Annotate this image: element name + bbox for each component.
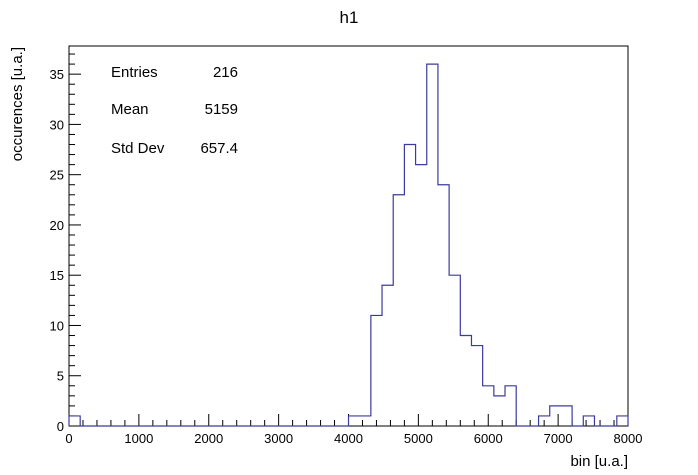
stats-label-std-dev: Std Dev [111, 140, 165, 157]
stats-label-entries: Entries [111, 64, 158, 81]
x-tick-label: 8000 [614, 431, 643, 446]
plot-frame [68, 45, 629, 427]
x-axis-label: bin [u.a.] [570, 453, 628, 470]
stats-label-mean: Mean [111, 101, 149, 118]
y-tick-label: 0 [57, 419, 64, 434]
y-tick-label: 20 [50, 218, 64, 233]
y-tick-label: 10 [50, 318, 64, 333]
y-axis: 0 5 10 15 20 25 30 35 [50, 53, 81, 434]
x-tick-label: 6000 [474, 431, 503, 446]
y-axis-label: occurences [u.a.] [9, 47, 26, 161]
x-tick-label: 2000 [194, 431, 223, 446]
y-tick-label: 30 [50, 117, 64, 132]
x-tick-label: 1000 [124, 431, 153, 446]
stats-box: Entries 216 Mean 5159 Std Dev 657.4 [111, 64, 238, 157]
y-tick-label: 15 [50, 268, 64, 283]
histogram-series [68, 63, 629, 427]
y-tick-label: 5 [57, 369, 64, 384]
x-tick-label: 0 [65, 431, 72, 446]
y-tick-label: 35 [50, 67, 64, 82]
x-tick-label: 4000 [334, 431, 363, 446]
stats-value-std-dev: 657.4 [200, 140, 238, 157]
y-tick-label: 25 [50, 168, 64, 183]
stats-value-entries: 216 [213, 64, 238, 81]
x-tick-label: 3000 [264, 431, 293, 446]
chart-title: h1 [340, 8, 359, 27]
x-tick-label: 7000 [544, 431, 573, 446]
x-axis: 0 1000 2000 3000 4000 5000 6000 7000 8000 [65, 414, 642, 446]
stats-value-mean: 5159 [205, 101, 238, 118]
x-tick-label: 5000 [404, 431, 433, 446]
